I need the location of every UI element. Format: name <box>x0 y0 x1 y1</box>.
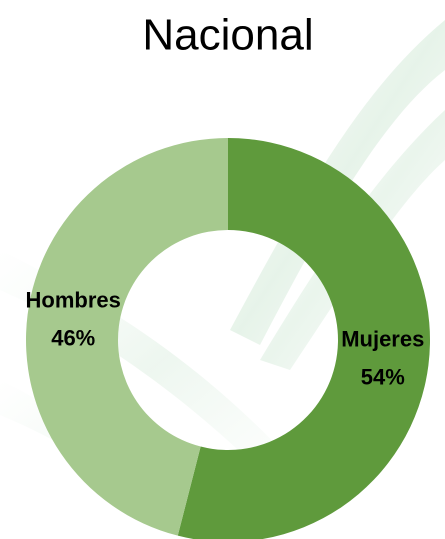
page: {"chart_data": {"type": "pie", "title": … <box>0 0 445 539</box>
slice-label: Mujeres <box>341 326 424 351</box>
chart: Nacional Mujeres 54% Hombres 46% <box>0 0 445 539</box>
chart-title: Nacional <box>142 11 313 60</box>
slice-label: Hombres <box>26 287 121 312</box>
value-label: 46% <box>51 325 95 350</box>
value-label: 54% <box>361 364 405 389</box>
